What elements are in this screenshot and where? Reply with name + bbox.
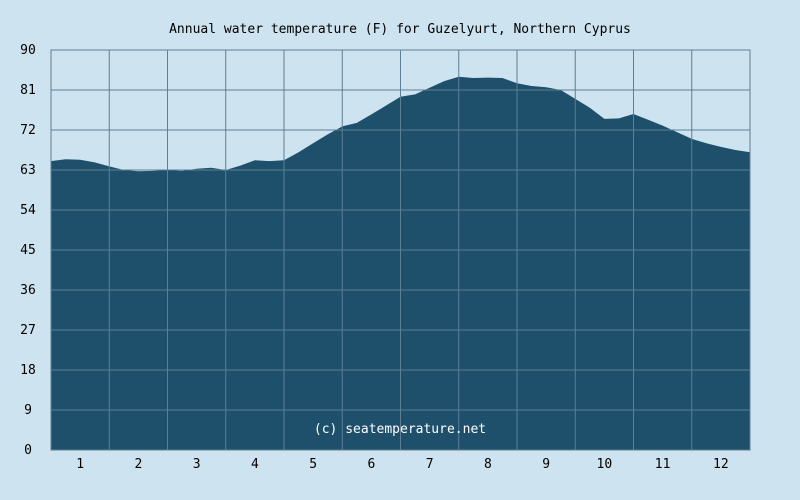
x-tick-label: 5 xyxy=(309,457,317,472)
x-tick-label: 2 xyxy=(134,457,142,472)
gridlines xyxy=(51,50,750,450)
plot-frame xyxy=(50,49,751,451)
x-tick-label: 10 xyxy=(597,457,613,472)
y-tick-label: 54 xyxy=(20,203,36,218)
y-tick-label: 81 xyxy=(20,83,36,98)
y-axis: 0 9 18 27 36 45 54 63 72 81 90 xyxy=(20,43,36,458)
x-axis: 1 2 3 4 5 6 7 8 9 10 11 12 xyxy=(76,457,728,472)
y-tick-label: 90 xyxy=(20,43,36,58)
x-tick-label: 12 xyxy=(713,457,729,472)
x-tick-label: 11 xyxy=(655,457,671,472)
y-tick-label: 36 xyxy=(20,283,36,298)
y-tick-label: 72 xyxy=(20,123,36,138)
x-tick-label: 7 xyxy=(426,457,434,472)
x-tick-label: 6 xyxy=(367,457,375,472)
y-tick-label: 18 xyxy=(20,363,36,378)
chart-title: Annual water temperature (F) for Guzelyu… xyxy=(169,22,631,37)
x-tick-label: 1 xyxy=(76,457,84,472)
y-tick-label: 63 xyxy=(20,163,36,178)
x-tick-label: 9 xyxy=(542,457,550,472)
x-tick-label: 3 xyxy=(193,457,201,472)
y-tick-label: 9 xyxy=(24,403,32,418)
y-tick-label: 27 xyxy=(20,323,36,338)
x-tick-label: 4 xyxy=(251,457,259,472)
x-tick-label: 8 xyxy=(484,457,492,472)
y-tick-label: 45 xyxy=(20,243,36,258)
watermark: (c) seatemperature.net xyxy=(314,422,486,437)
y-tick-label: 0 xyxy=(24,443,32,458)
